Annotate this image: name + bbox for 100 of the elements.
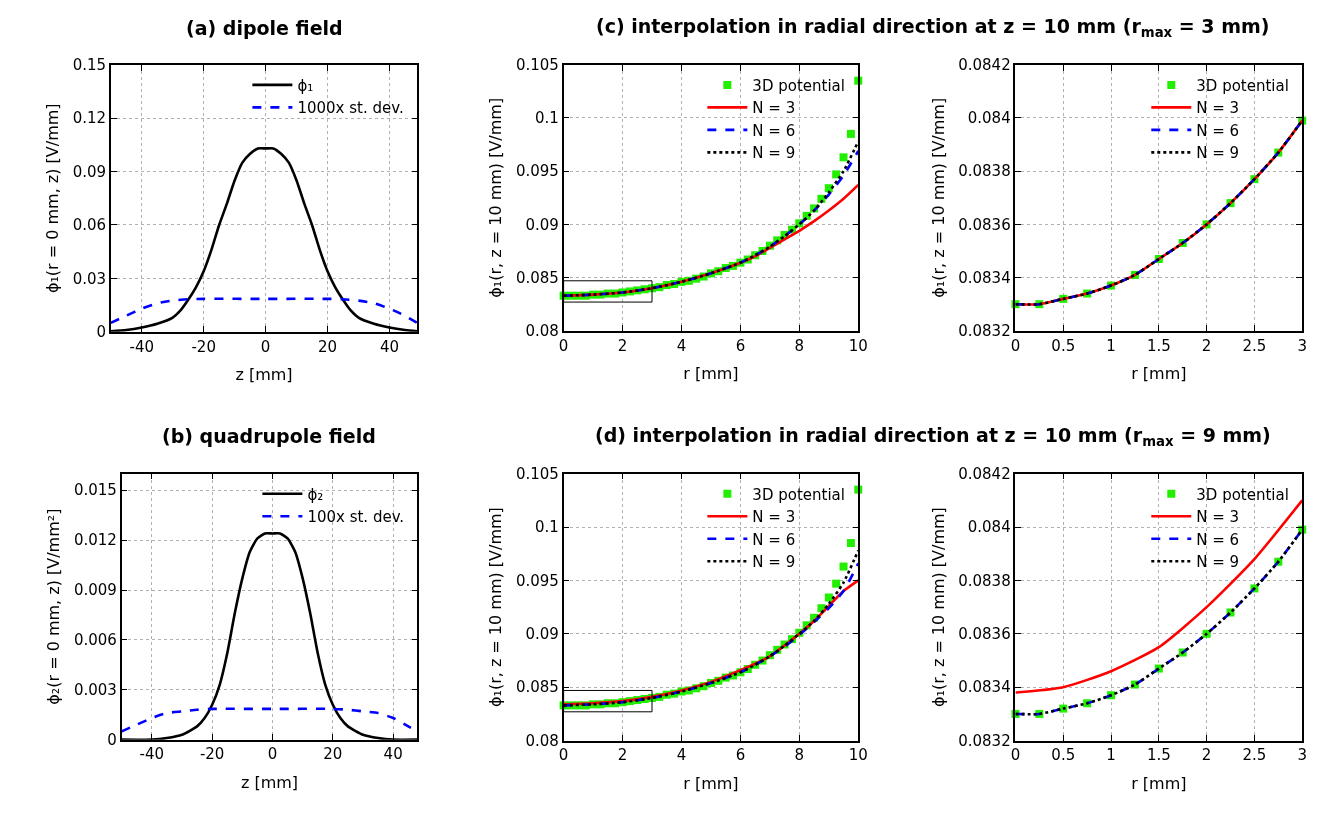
y-tick-label: 0.1 [535,518,559,537]
y-axis-title: ϕ₁(r, z = 10 mm) [V/mm] [928,507,948,708]
x-tick-label: -20 [199,745,225,764]
y-tick-label: 0.0838 [958,571,1011,590]
x-tick-label: 2 [1201,336,1212,355]
legend-label: 3D potential [1196,485,1289,504]
y-tick-label: 0.0842 [958,56,1011,74]
y-tick-label: 0 [96,323,107,342]
legend-label: N = 9 [1196,144,1240,163]
x-tick-label: 8 [794,336,805,355]
legend-label: N = 6 [1196,121,1240,140]
y-tick-label: 0.06 [72,216,107,235]
x-tick-label: 2 [617,336,628,355]
x-tick-label: 2.5 [1242,336,1267,355]
x-tick-label: 0 [267,745,278,764]
x-tick-label: 6 [735,746,746,765]
y-tick-label: 0.1 [535,109,559,128]
y-tick-label: 0.095 [515,162,559,181]
legend-label: 3D potential [1196,76,1289,95]
y-tick-label: 0.085 [515,268,559,287]
y-tick-label: 0.0832 [958,322,1011,341]
x-axis-title: r [mm] [1131,773,1187,793]
y-tick-label: 0.0832 [958,731,1011,750]
x-tick-label: -40 [129,337,154,356]
x-tick-label: 1 [1106,336,1116,355]
y-tick-label: 0.105 [515,56,559,74]
y-tick-label: 0.012 [73,531,117,550]
x-tick-label: 1 [1106,746,1116,765]
y-tick-label: 0.0834 [958,678,1011,697]
legend-label: ϕ₁ [297,76,314,95]
legend-label: N = 9 [752,144,796,163]
x-tick-label: 2.5 [1242,746,1267,765]
y-tick-label: 0.084 [967,518,1011,537]
y-tick-label: 0.0842 [958,464,1011,483]
y-tick-label: 0.085 [515,678,559,697]
y-tick-label: 0.105 [515,464,559,483]
chart-title: (a) dipole field [186,17,343,39]
x-tick-label: 0.5 [1051,336,1076,355]
x-tick-label: 1.5 [1146,336,1171,355]
legend-label: N = 9 [1196,553,1240,572]
y-tick-label: 0.0834 [958,268,1011,287]
legend-label: N = 6 [1196,530,1240,549]
legend-label: N = 6 [752,121,796,140]
legend-label: N = 9 [752,553,796,572]
y-tick-label: 0.006 [73,631,117,650]
y-axis-title: ϕ₁(r, z = 10 mm) [V/mm] [486,97,506,298]
x-tick-label: 40 [379,337,399,356]
x-tick-label: 2 [1201,746,1212,765]
legend-label: 100x st. dev. [307,508,405,527]
y-tick-label: 0.095 [515,571,559,590]
x-axis-title: r [mm] [683,363,739,383]
y-tick-label: 0.015 [73,481,117,500]
x-tick-label: 3 [1297,746,1307,765]
legend-label: ϕ₂ [307,485,324,504]
x-tick-label: 40 [383,745,403,764]
x-axis-title: r [mm] [683,773,739,793]
y-tick-label: 0.0836 [958,625,1011,644]
x-tick-label: 2 [617,746,628,765]
y-tick-label: 0.003 [73,681,117,700]
y-tick-label: 0.084 [967,109,1011,128]
y-tick-label: 0.009 [73,581,117,600]
y-tick-label: 0.09 [72,162,107,181]
x-tick-label: 4 [676,746,687,765]
legend-label: 1000x st. dev. [297,99,404,118]
legend-label: N = 3 [1196,508,1240,527]
x-tick-label: -40 [139,745,165,764]
y-tick-label: 0.09 [525,215,559,234]
x-tick-label: 20 [317,337,338,356]
x-tick-label: -20 [191,337,216,356]
x-tick-label: 1.5 [1146,746,1171,765]
y-axis-title: ϕ₁(r, z = 10 mm) [V/mm] [928,97,948,298]
y-tick-label: 0.15 [72,56,107,74]
x-tick-label: 0 [260,337,271,356]
x-tick-label: 20 [323,745,343,764]
x-tick-label: 6 [735,336,746,355]
y-axis-title: ϕ₂(r = 0 mm, z) [V/mm²] [44,508,64,705]
legend-label: N = 3 [752,508,796,527]
y-tick-label: 0.12 [72,109,107,128]
text: (c) interpolation in radial direction at z = 10 mm (r$_{max}$ = 3 mm) [596,15,1270,40]
x-tick-label: 0.5 [1051,746,1076,765]
y-tick-label: 0 [107,730,117,749]
y-tick-label: 0.0836 [958,215,1011,234]
x-tick-label: 4 [676,336,687,355]
legend-label: N = 6 [752,530,796,549]
y-tick-label: 0.09 [525,625,559,644]
y-axis-title: ϕ₁(r, z = 10 mm) [V/mm] [486,507,506,708]
legend-label: 3D potential [752,485,845,504]
text: (d) interpolation in radial direction at z = 10 mm (r$_{max}$ = 9 mm) [595,424,1271,449]
x-tick-label: 10 [848,336,868,355]
y-tick-label: 0.08 [525,731,559,750]
x-axis-title: z [mm] [240,772,299,792]
x-tick-label: 10 [848,746,868,765]
y-tick-label: 0.03 [72,269,107,288]
x-tick-label: 8 [794,746,805,765]
legend-label: N = 3 [1196,99,1240,118]
x-tick-label: 3 [1297,336,1307,355]
x-axis-title: z [mm] [235,364,293,384]
chart-title: (b) quadrupole field [162,425,376,447]
x-axis-title: r [mm] [1131,363,1187,383]
y-tick-label: 0.0838 [958,162,1011,181]
